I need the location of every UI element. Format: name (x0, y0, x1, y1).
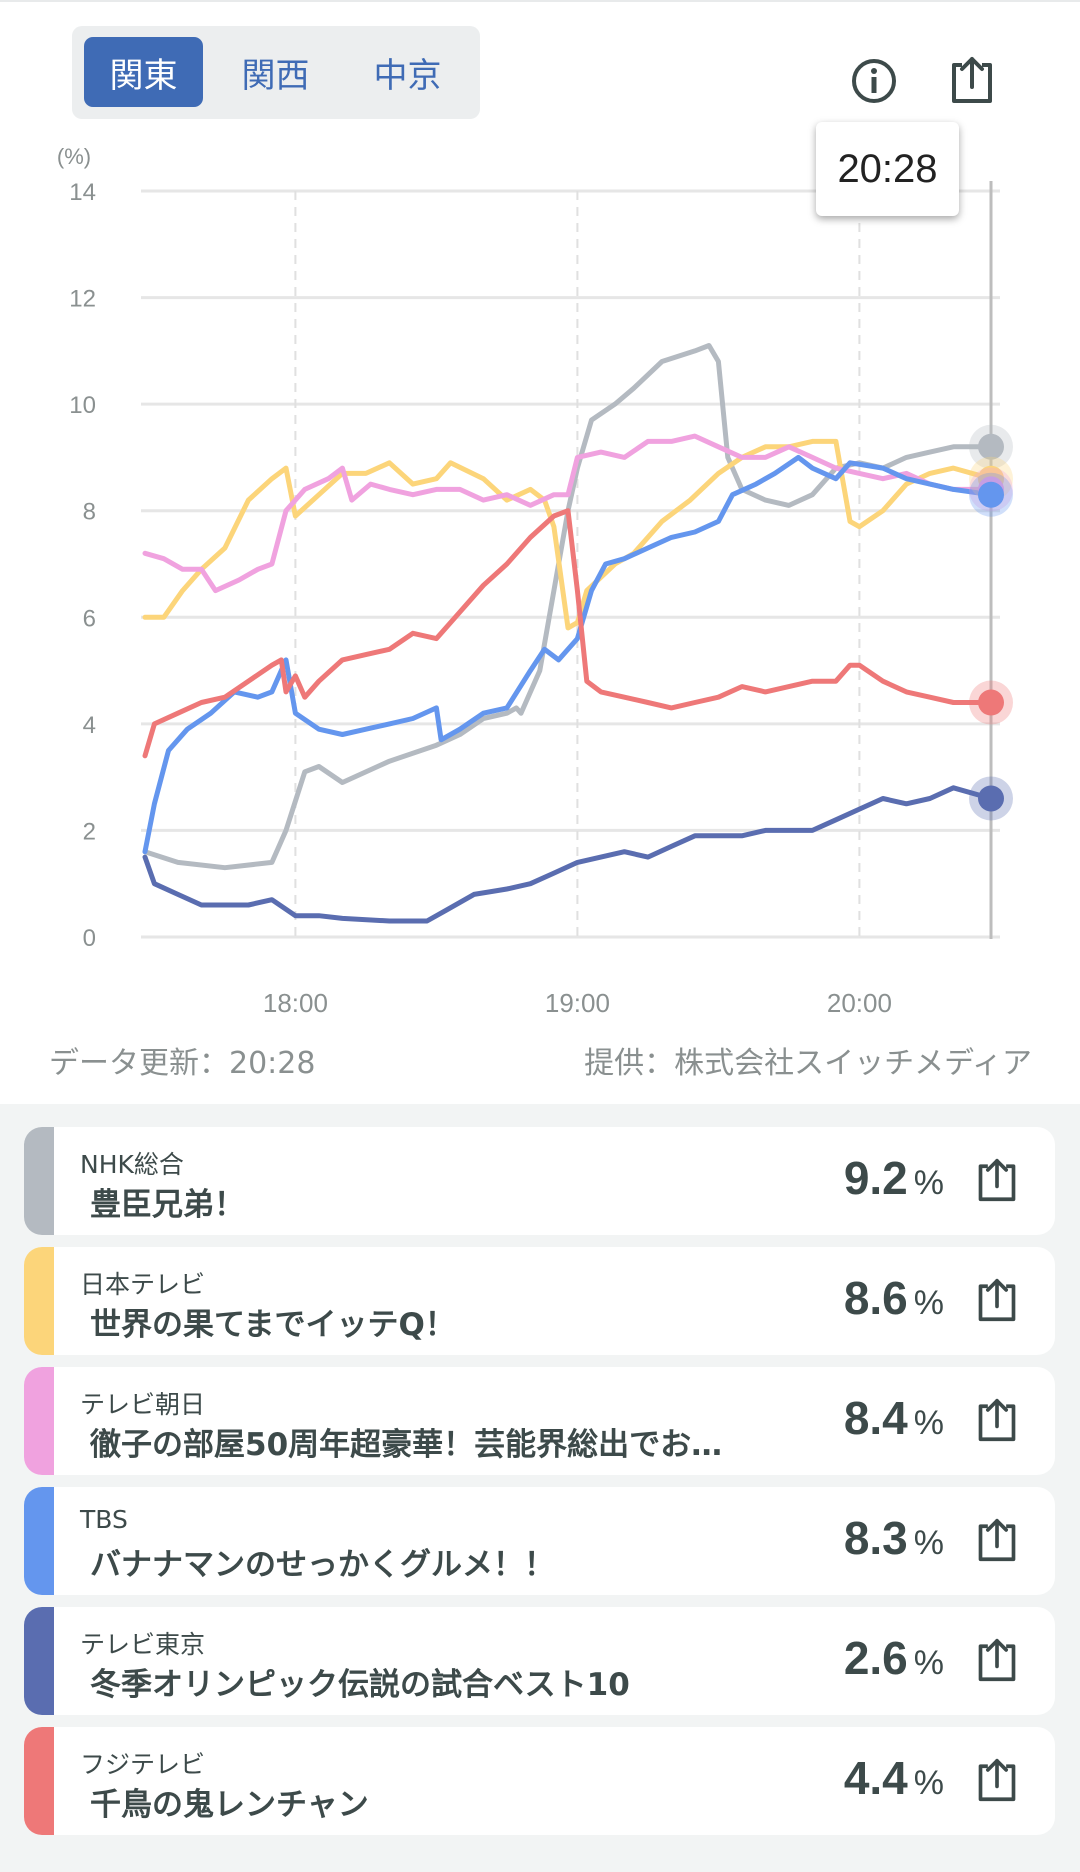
share-icon[interactable] (975, 1637, 1019, 1687)
y-tick-label: 6 (83, 605, 96, 632)
program-title: 世界の果てまでイッテQ！ (90, 1307, 456, 1343)
y-tick-label: 8 (83, 499, 96, 526)
program-card[interactable]: NHK総合 豊臣兄弟！ 9.2% (24, 1127, 1055, 1235)
channel-name: テレビ東京 (80, 1630, 206, 1659)
rating-number: 8.4 (843, 1392, 908, 1444)
series-line-NHK総合 (142, 343, 994, 871)
y-tick-label: 0 (83, 925, 96, 952)
channel-name: 日本テレビ (80, 1270, 206, 1299)
channel-name: NHK総合 (80, 1150, 184, 1179)
provider-label: 提供：株式会社スイッチメディア (584, 1046, 1032, 1081)
program-title: 千鳥の鬼レンチャン (90, 1787, 369, 1823)
rating-value: 8.6% (844, 1271, 944, 1325)
rating-number: 9.2 (843, 1152, 908, 1204)
rating-value: 8.4% (844, 1391, 944, 1445)
x-tick-label: 19:00 (545, 988, 610, 1018)
program-title: バナナマンのせっかくグルメ！！ (90, 1547, 555, 1583)
x-tick-label: 20:00 (827, 988, 892, 1018)
rating-unit: % (913, 1284, 944, 1322)
program-card[interactable]: フジテレビ 千鳥の鬼レンチャン 4.4% (24, 1727, 1055, 1835)
rating-number: 8.3 (843, 1512, 908, 1564)
program-list: NHK総合 豊臣兄弟！ 9.2% 日本テレビ 世界の果てまでイッテQ！ 8.6%… (0, 1104, 1080, 1872)
y-tick-label: 10 (69, 392, 96, 419)
end-marker (978, 689, 1004, 716)
series-line-フジテレビ (142, 508, 994, 759)
y-axis-label: (%) (57, 144, 91, 169)
series-line-日本テレビ (142, 438, 994, 631)
tab-kansai[interactable]: 関西 (241, 55, 310, 96)
tab-kanto[interactable]: 関東 (84, 37, 203, 107)
channel-color-bar (24, 1367, 54, 1475)
rating-number: 8.6 (843, 1272, 908, 1324)
share-icon[interactable] (975, 1757, 1019, 1807)
rating-number: 4.4 (843, 1752, 908, 1804)
y-tick-label: 12 (69, 286, 96, 313)
rating-unit: % (913, 1164, 944, 1202)
rating-value: 2.6% (844, 1631, 944, 1685)
channel-color-bar (24, 1247, 54, 1355)
rating-unit: % (913, 1404, 944, 1442)
region-selector: 関東 関西 中京 (72, 26, 480, 119)
rating-value: 8.3% (844, 1511, 944, 1565)
top-divider (0, 0, 1080, 2)
program-title: 徹子の部屋50周年超豪華！芸能界総出でお… (90, 1427, 723, 1463)
series-line-テレビ朝日 (142, 433, 994, 594)
program-title: 冬季オリンピック伝説の試合ベスト10 (90, 1667, 630, 1703)
channel-color-bar (24, 1727, 54, 1835)
ratings-line-chart[interactable]: 0 2 4 6 8 10 12 14 (%) 18:00 19:00 20:00 (0, 130, 1080, 1040)
end-marker (978, 785, 1004, 812)
end-marker (978, 433, 1004, 460)
program-card[interactable]: テレビ朝日 徹子の部屋50周年超豪華！芸能界総出でお… 8.4% (24, 1367, 1055, 1475)
share-icon[interactable] (975, 1397, 1019, 1447)
share-icon[interactable] (975, 1517, 1019, 1567)
channel-color-bar (24, 1487, 54, 1595)
channel-name: TBS (80, 1505, 128, 1534)
program-card[interactable]: TBS バナナマンのせっかくグルメ！！ 8.3% (24, 1487, 1055, 1595)
end-marker (978, 481, 1004, 508)
channel-name: フジテレビ (80, 1750, 206, 1779)
tab-chukyo[interactable]: 中京 (373, 55, 442, 96)
share-icon[interactable] (975, 1157, 1019, 1207)
rating-value: 4.4% (844, 1751, 944, 1805)
rating-unit: % (913, 1644, 944, 1682)
y-tick-label: 4 (83, 712, 96, 739)
y-tick-label: 2 (83, 818, 96, 845)
x-tick-label: 18:00 (263, 988, 328, 1018)
rating-number: 2.6 (843, 1632, 908, 1684)
info-icon[interactable] (851, 58, 897, 108)
channel-color-bar (24, 1127, 54, 1235)
series-line-テレビ東京 (142, 785, 994, 924)
time-tooltip: 20:28 (816, 122, 959, 216)
program-card[interactable]: 日本テレビ 世界の果てまでイッテQ！ 8.6% (24, 1247, 1055, 1355)
program-title: 豊臣兄弟！ (90, 1187, 245, 1223)
rating-unit: % (913, 1764, 944, 1802)
share-icon[interactable] (948, 55, 996, 109)
series-line-TBS (142, 454, 994, 855)
y-tick-label: 14 (69, 179, 96, 206)
channel-color-bar (24, 1607, 54, 1715)
data-updated-label: データ更新：20:28 (49, 1046, 316, 1081)
rating-unit: % (913, 1524, 944, 1562)
program-card[interactable]: テレビ東京 冬季オリンピック伝説の試合ベスト10 2.6% (24, 1607, 1055, 1715)
share-icon[interactable] (975, 1277, 1019, 1327)
channel-name: テレビ朝日 (80, 1390, 206, 1419)
rating-value: 9.2% (844, 1151, 944, 1205)
